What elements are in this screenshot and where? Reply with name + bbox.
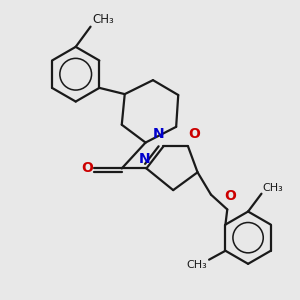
Text: N: N xyxy=(139,152,151,166)
Text: CH₃: CH₃ xyxy=(187,260,208,270)
Text: CH₃: CH₃ xyxy=(262,183,284,193)
Text: O: O xyxy=(81,161,93,176)
Text: O: O xyxy=(224,190,236,203)
Text: O: O xyxy=(189,127,200,141)
Text: N: N xyxy=(153,127,165,141)
Text: CH₃: CH₃ xyxy=(92,13,114,26)
